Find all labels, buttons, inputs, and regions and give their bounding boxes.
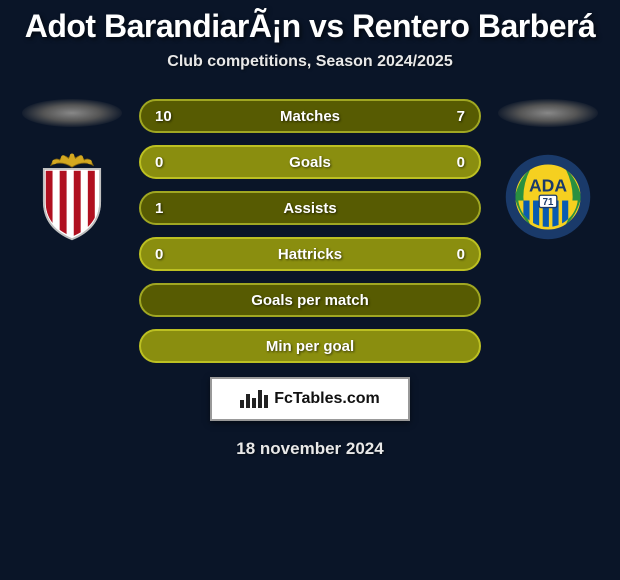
stat-row-assists: 1 Assists <box>139 191 481 225</box>
fctables-badge: FcTables.com <box>210 377 410 421</box>
stat-label: Min per goal <box>266 338 354 355</box>
stat-row-goals-per-match: Goals per match <box>139 283 481 317</box>
content-area: 10 Matches 7 0 Goals 0 1 Assists 0 Hattr… <box>0 99 620 363</box>
fctables-icon <box>240 390 268 408</box>
comparison-card: Adot BarandiarÃ¡n vs Rentero Barberá Clu… <box>0 0 620 580</box>
stat-label: Assists <box>283 200 336 217</box>
stat-row-min-per-goal: Min per goal <box>139 329 481 363</box>
shadow-ellipse-right <box>498 99 598 127</box>
right-club-logo: ADA 71 <box>504 153 592 241</box>
svg-text:ADA: ADA <box>529 176 567 196</box>
left-club-column <box>17 99 127 241</box>
stat-left-value: 10 <box>155 108 172 125</box>
stat-row-hattricks: 0 Hattricks 0 <box>139 237 481 271</box>
date-text: 18 november 2024 <box>0 439 620 459</box>
fctables-text: FcTables.com <box>274 390 380 408</box>
stat-row-matches: 10 Matches 7 <box>139 99 481 133</box>
stat-right-value: 7 <box>457 108 465 125</box>
left-club-logo <box>28 153 116 241</box>
stat-left-value: 1 <box>155 200 163 217</box>
stat-left-value: 0 <box>155 154 163 171</box>
svg-text:71: 71 <box>543 197 554 208</box>
stat-label: Hattricks <box>278 246 342 263</box>
right-club-column: ADA 71 <box>493 99 603 241</box>
shadow-ellipse-left <box>22 99 122 127</box>
stat-row-goals: 0 Goals 0 <box>139 145 481 179</box>
stat-left-value: 0 <box>155 246 163 263</box>
subtitle: Club competitions, Season 2024/2025 <box>0 53 620 71</box>
stat-right-value: 0 <box>457 154 465 171</box>
stat-label: Matches <box>280 108 340 125</box>
stat-right-value: 0 <box>457 246 465 263</box>
page-title: Adot BarandiarÃ¡n vs Rentero Barberá <box>0 8 620 45</box>
stat-label: Goals per match <box>251 292 369 309</box>
stat-label: Goals <box>289 154 331 171</box>
stats-column: 10 Matches 7 0 Goals 0 1 Assists 0 Hattr… <box>139 99 481 363</box>
